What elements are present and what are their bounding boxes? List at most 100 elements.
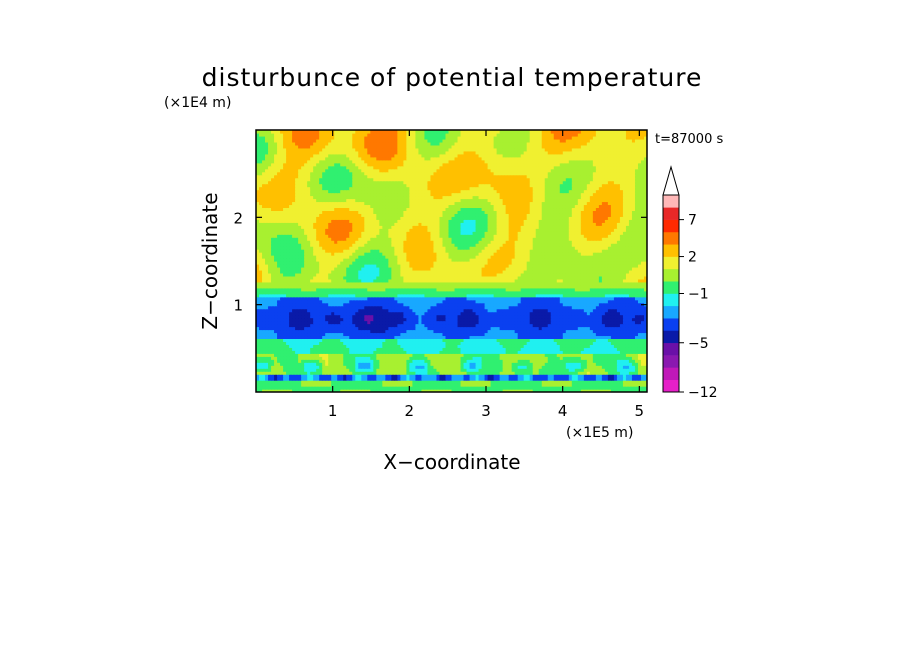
heatmap-cell (400, 380, 404, 384)
heatmap-cell (271, 353, 275, 357)
heatmap-cell (343, 353, 347, 357)
heatmap-cell (286, 311, 290, 316)
heatmap-cell (457, 389, 462, 392)
heatmap-cell (406, 332, 410, 337)
heatmap-cell (310, 362, 314, 366)
heatmap-cell (520, 329, 525, 334)
heatmap-cell (256, 350, 260, 354)
heatmap-cell (559, 287, 564, 292)
heatmap-cell (583, 386, 588, 390)
heatmap-cell (292, 344, 296, 348)
heatmap-cell (544, 362, 549, 366)
heatmap-cell (526, 386, 531, 390)
heatmap-cell (334, 296, 338, 301)
heatmap-cell (517, 338, 522, 342)
heatmap-cell (643, 317, 647, 322)
heatmap-cell (436, 386, 441, 390)
heatmap-cell (331, 383, 335, 387)
heatmap-cell (364, 281, 368, 286)
heatmap-cell (532, 326, 537, 331)
heatmap-cell (271, 362, 275, 366)
heatmap-cell (337, 302, 341, 307)
heatmap-cell (442, 314, 447, 319)
heatmap-cell (469, 329, 474, 334)
heatmap-cell (325, 299, 329, 304)
heatmap-cell (340, 365, 344, 369)
heatmap-cell (349, 281, 353, 286)
heatmap-cell (535, 347, 540, 351)
heatmap-cell (454, 365, 459, 369)
heatmap-cell (571, 320, 576, 325)
heatmap-cell (385, 377, 389, 381)
heatmap-cell (412, 341, 417, 345)
heatmap-cell (364, 389, 368, 392)
heatmap-cell (637, 383, 642, 387)
heatmap-cell (364, 341, 368, 345)
heatmap-cell (466, 386, 471, 390)
heatmap-cell (409, 314, 413, 319)
heatmap-cell (418, 353, 423, 357)
heatmap-cell (529, 365, 534, 369)
heatmap-cell (604, 332, 609, 337)
heatmap-cell (355, 332, 359, 337)
heatmap-cell (577, 278, 582, 283)
heatmap-cell (598, 338, 603, 342)
heatmap-cell (325, 281, 329, 286)
heatmap-cell (307, 284, 311, 289)
heatmap-cell (325, 347, 329, 351)
heatmap-cell (412, 278, 417, 283)
heatmap-cell (367, 296, 371, 301)
heatmap-cell (304, 320, 308, 325)
heatmap-cell (547, 365, 552, 369)
heatmap-cell (595, 323, 600, 328)
heatmap-cell (481, 293, 486, 298)
heatmap-cell (376, 365, 380, 369)
heatmap-cell (334, 365, 338, 369)
heatmap-cell (340, 284, 344, 289)
heatmap-cell (370, 386, 374, 390)
heatmap-cell (289, 308, 293, 313)
heatmap-cell (430, 338, 435, 342)
heatmap-cell (346, 293, 350, 298)
heatmap-cell (439, 386, 444, 390)
heatmap-cell (436, 389, 441, 392)
heatmap-cell (520, 377, 525, 381)
heatmap-cell (586, 368, 591, 372)
heatmap-cell (487, 326, 492, 331)
heatmap-cell (265, 374, 269, 378)
heatmap-cell (604, 308, 609, 313)
heatmap-cell (274, 344, 278, 348)
heatmap-cell (577, 347, 582, 351)
heatmap-cell (574, 377, 579, 381)
heatmap-cell (361, 299, 365, 304)
heatmap-cell (316, 368, 320, 372)
heatmap-cell (460, 359, 465, 363)
heatmap-cell (586, 332, 591, 337)
heatmap-cell (397, 287, 401, 292)
heatmap-cell (634, 383, 639, 387)
heatmap-cell (418, 284, 423, 289)
heatmap-cell (379, 287, 383, 292)
heatmap-cell (361, 302, 365, 307)
heatmap-cell (517, 299, 522, 304)
heatmap-cell (583, 308, 588, 313)
heatmap-cell (553, 377, 558, 381)
heatmap-cell (409, 293, 413, 298)
heatmap-cell (625, 287, 630, 292)
heatmap-cell (310, 386, 314, 390)
heatmap-cell (307, 350, 311, 354)
heatmap-cell (349, 350, 353, 354)
heatmap-cell (544, 389, 549, 392)
heatmap-cell (619, 326, 624, 331)
heatmap-cell (526, 344, 531, 348)
heatmap-cell (472, 386, 477, 390)
heatmap-cell (325, 305, 329, 310)
heatmap-cell (271, 293, 275, 298)
heatmap-cell (361, 281, 365, 286)
heatmap-cell (571, 284, 576, 289)
heatmap-cell (388, 326, 392, 331)
heatmap-cell (268, 374, 272, 378)
heatmap-cell (505, 359, 510, 363)
heatmap-cell (295, 296, 299, 301)
heatmap-cell (349, 374, 353, 378)
